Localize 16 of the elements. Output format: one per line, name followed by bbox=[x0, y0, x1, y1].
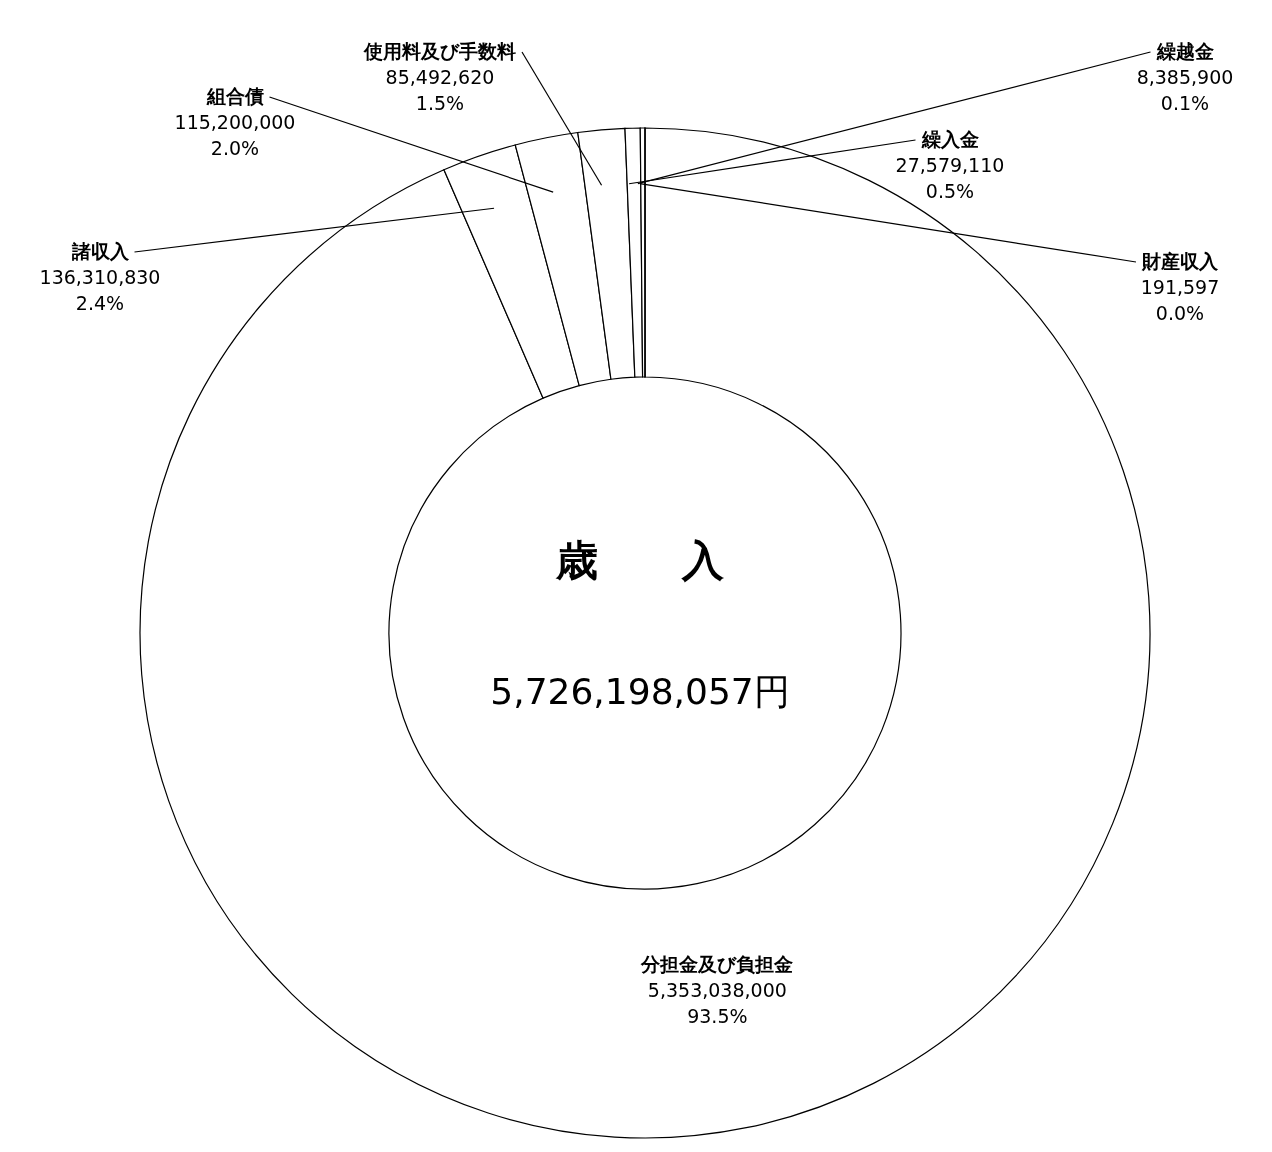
data-label: 5,353,038,000 93.5% bbox=[647, 978, 787, 1027]
slice-label: 繰越金 bbox=[1155, 40, 1214, 62]
slice-label: 繰入金 bbox=[920, 128, 979, 150]
data-label: 8,385,900 0.1% bbox=[1136, 66, 1234, 114]
data-label: 85,492,620 1.5% bbox=[385, 66, 495, 114]
text: 歳 入 bbox=[555, 535, 725, 587]
slice-label: 分担金及び負担金 bbox=[640, 952, 794, 975]
slice-label: 財産収入 bbox=[1141, 250, 1219, 272]
slice-label: 組合債 bbox=[205, 85, 264, 107]
slice-label: 諸収入 bbox=[70, 240, 130, 262]
data-label: 115,200,000 2.0% bbox=[174, 111, 296, 159]
data-label: 191,597 0.0% bbox=[1140, 276, 1220, 324]
data-label: 136,310,830 2.4% bbox=[39, 266, 161, 314]
data-label: 27,579,110 0.5% bbox=[895, 154, 1005, 202]
text: 5,726,198,057円 bbox=[489, 670, 791, 714]
slice-label: 使用料及び手数料 bbox=[363, 40, 516, 62]
